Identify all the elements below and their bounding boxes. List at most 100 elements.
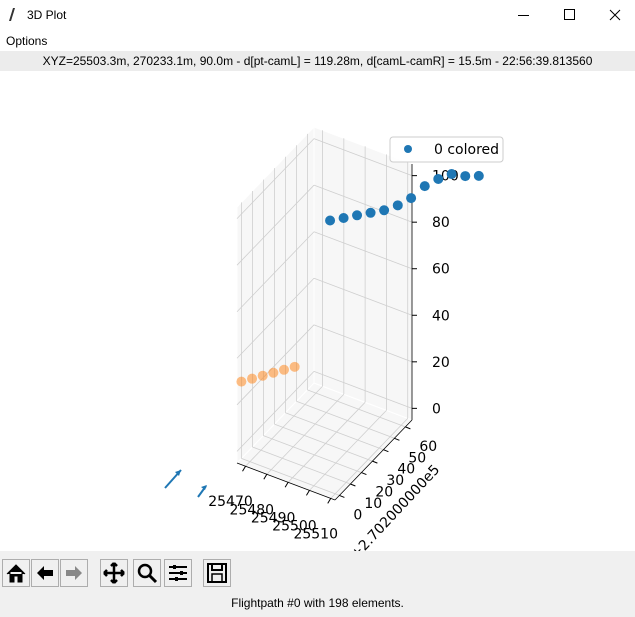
title-bar-icons [9,8,621,21]
tick-mark [394,437,400,441]
zoom-button[interactable] [133,559,161,587]
x-axis [236,462,336,501]
grid-line [285,412,384,451]
point [257,370,268,381]
y-axis [334,419,413,501]
z-tick-label: 60 [432,262,450,278]
menu-bar: Options [0,31,635,51]
z-tick-label: 80 [432,215,450,231]
tick-mark [361,472,367,476]
point [460,171,471,182]
tick-mark [242,465,246,472]
grid-line [296,400,395,439]
grid-line [313,277,413,316]
footer-text: Flightpath #0 with 198 elements. [231,596,404,610]
grid-line [313,231,413,270]
grid-line [263,435,362,473]
point [446,169,457,180]
point [365,207,376,218]
pane-back [313,126,413,421]
grid-line [252,446,351,485]
x-tick-label: 25500 [272,518,317,534]
x-tick-label: 25490 [251,510,296,526]
point [338,213,349,224]
grid-line [236,184,315,266]
tick-mark [350,483,356,487]
point [433,173,444,184]
point [473,170,484,181]
point [379,205,390,216]
grid-line [266,393,345,475]
y-tick-label: 20 [375,485,393,501]
title-bar: 3D Plot [0,0,635,31]
point [325,215,336,226]
grid-line [236,231,315,313]
configure-button[interactable] [164,559,192,587]
grid-line [313,324,413,363]
y-tick-label: 50 [408,450,426,466]
tick-mark [339,494,345,498]
status-text: XYZ=25503.3m, 270233.1m, 90.0m - d[pt-ca… [0,51,635,71]
grid-line [236,277,315,359]
point [289,361,300,372]
point [352,210,363,221]
home-button[interactable] [2,559,30,587]
save-button[interactable] [203,559,231,587]
z-tick-label: 40 [432,308,450,324]
window-title: 3D Plot [27,8,67,22]
grid-line [287,402,366,483]
z-tick-label: 20 [432,355,450,371]
x-tick-label: 25510 [293,526,338,542]
legend-label: 0 colored [434,142,499,158]
app-icon [9,8,15,21]
tick-mark [405,426,411,430]
grid-line [245,385,323,467]
grid-line [236,138,315,219]
x-tick-label: 25480 [230,502,275,518]
tick-mark [263,474,268,480]
plot-area: 2547025480254902550025510010203040506002… [164,125,504,551]
y-tick-label: 40 [397,462,415,478]
point [268,367,279,378]
chart: 2547025480254902550025510010203040506002… [164,125,504,551]
menu-item[interactable]: Options [6,34,48,48]
close-button[interactable] [609,9,621,21]
y-tick-label: 60 [419,439,437,455]
tick-mark [383,449,389,453]
y-tick-label: 30 [386,473,404,489]
grid-line [236,371,315,452]
point [247,373,258,384]
z-tick-label: 0 [432,401,441,417]
pan-button[interactable] [100,559,128,587]
x-tick-label: 25470 [208,494,253,510]
tick-mark [372,460,378,464]
tick-mark [327,498,332,504]
maximize-button[interactable] [564,9,575,20]
point [279,364,290,375]
y-tick-label: 10 [364,496,382,512]
forward-button[interactable] [60,559,88,587]
toolbar [0,551,635,617]
tick-mark [284,482,289,488]
point [392,200,403,211]
grid-line [241,458,340,496]
grid-line [330,418,409,499]
grid-line [313,138,413,177]
grid-line [274,423,373,462]
quiver-head [201,485,207,490]
grid-line [309,410,387,491]
grid-line [313,370,413,409]
point [406,193,417,204]
grid-line [313,184,413,223]
quiver-head [175,470,181,476]
grid-line [236,324,315,406]
grid-line [307,389,406,428]
tick-mark [306,490,310,496]
point [419,181,430,192]
back-button[interactable] [31,559,59,587]
legend-marker [404,145,412,153]
y-tick-label: 0 [353,507,362,523]
legend-box [389,136,504,163]
point [236,376,247,387]
